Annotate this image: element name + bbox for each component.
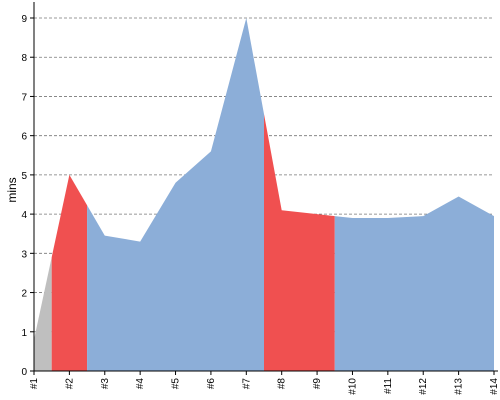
y-tick-label: 2 (21, 289, 27, 300)
y-tick-label: 5 (21, 171, 27, 182)
y-tick-label: 1 (21, 328, 27, 339)
x-tick-label: #2 (64, 378, 75, 390)
y-axis-label: mins (5, 177, 19, 202)
x-tick-label: #1 (29, 378, 40, 390)
y-tick-label: 7 (21, 92, 27, 103)
y-tick-label: 9 (21, 14, 27, 25)
x-tick-label: #9 (312, 378, 323, 390)
x-tick-label: #12 (418, 378, 429, 395)
x-tick-labels: #1 #2 #3 #4 #5 #6 #7 #8 #9 #10 #11 #12 #13 #14 (29, 371, 500, 395)
x-tick-label: #5 (171, 378, 182, 390)
x-tick-label: #3 (100, 378, 111, 390)
x-tick-label: #7 (241, 378, 252, 390)
area-segment-4 (264, 114, 335, 371)
y-tick-labels: 0 1 2 3 4 5 6 7 8 9 (21, 14, 34, 378)
axes (33, 2, 498, 372)
x-tick-label: #6 (206, 378, 217, 390)
y-tick-label: 3 (21, 249, 27, 260)
area-segments (34, 18, 494, 371)
x-tick-label: #4 (135, 378, 146, 390)
y-tick-label: 4 (21, 210, 27, 221)
area-segment-1 (34, 257, 52, 371)
y-tick-label: 8 (21, 53, 27, 64)
x-tick-label: #11 (383, 378, 394, 394)
x-tick-label: #13 (454, 378, 465, 395)
x-tick-label: #8 (277, 378, 288, 390)
y-tick-label: 6 (21, 132, 27, 143)
y-tick-label: 0 (21, 367, 27, 378)
x-tick-label: #14 (489, 378, 500, 395)
area-segment-2 (51, 174, 88, 371)
area-segment-3 (87, 18, 264, 371)
area-segment-5 (334, 196, 494, 371)
x-tick-label: #10 (347, 378, 358, 395)
